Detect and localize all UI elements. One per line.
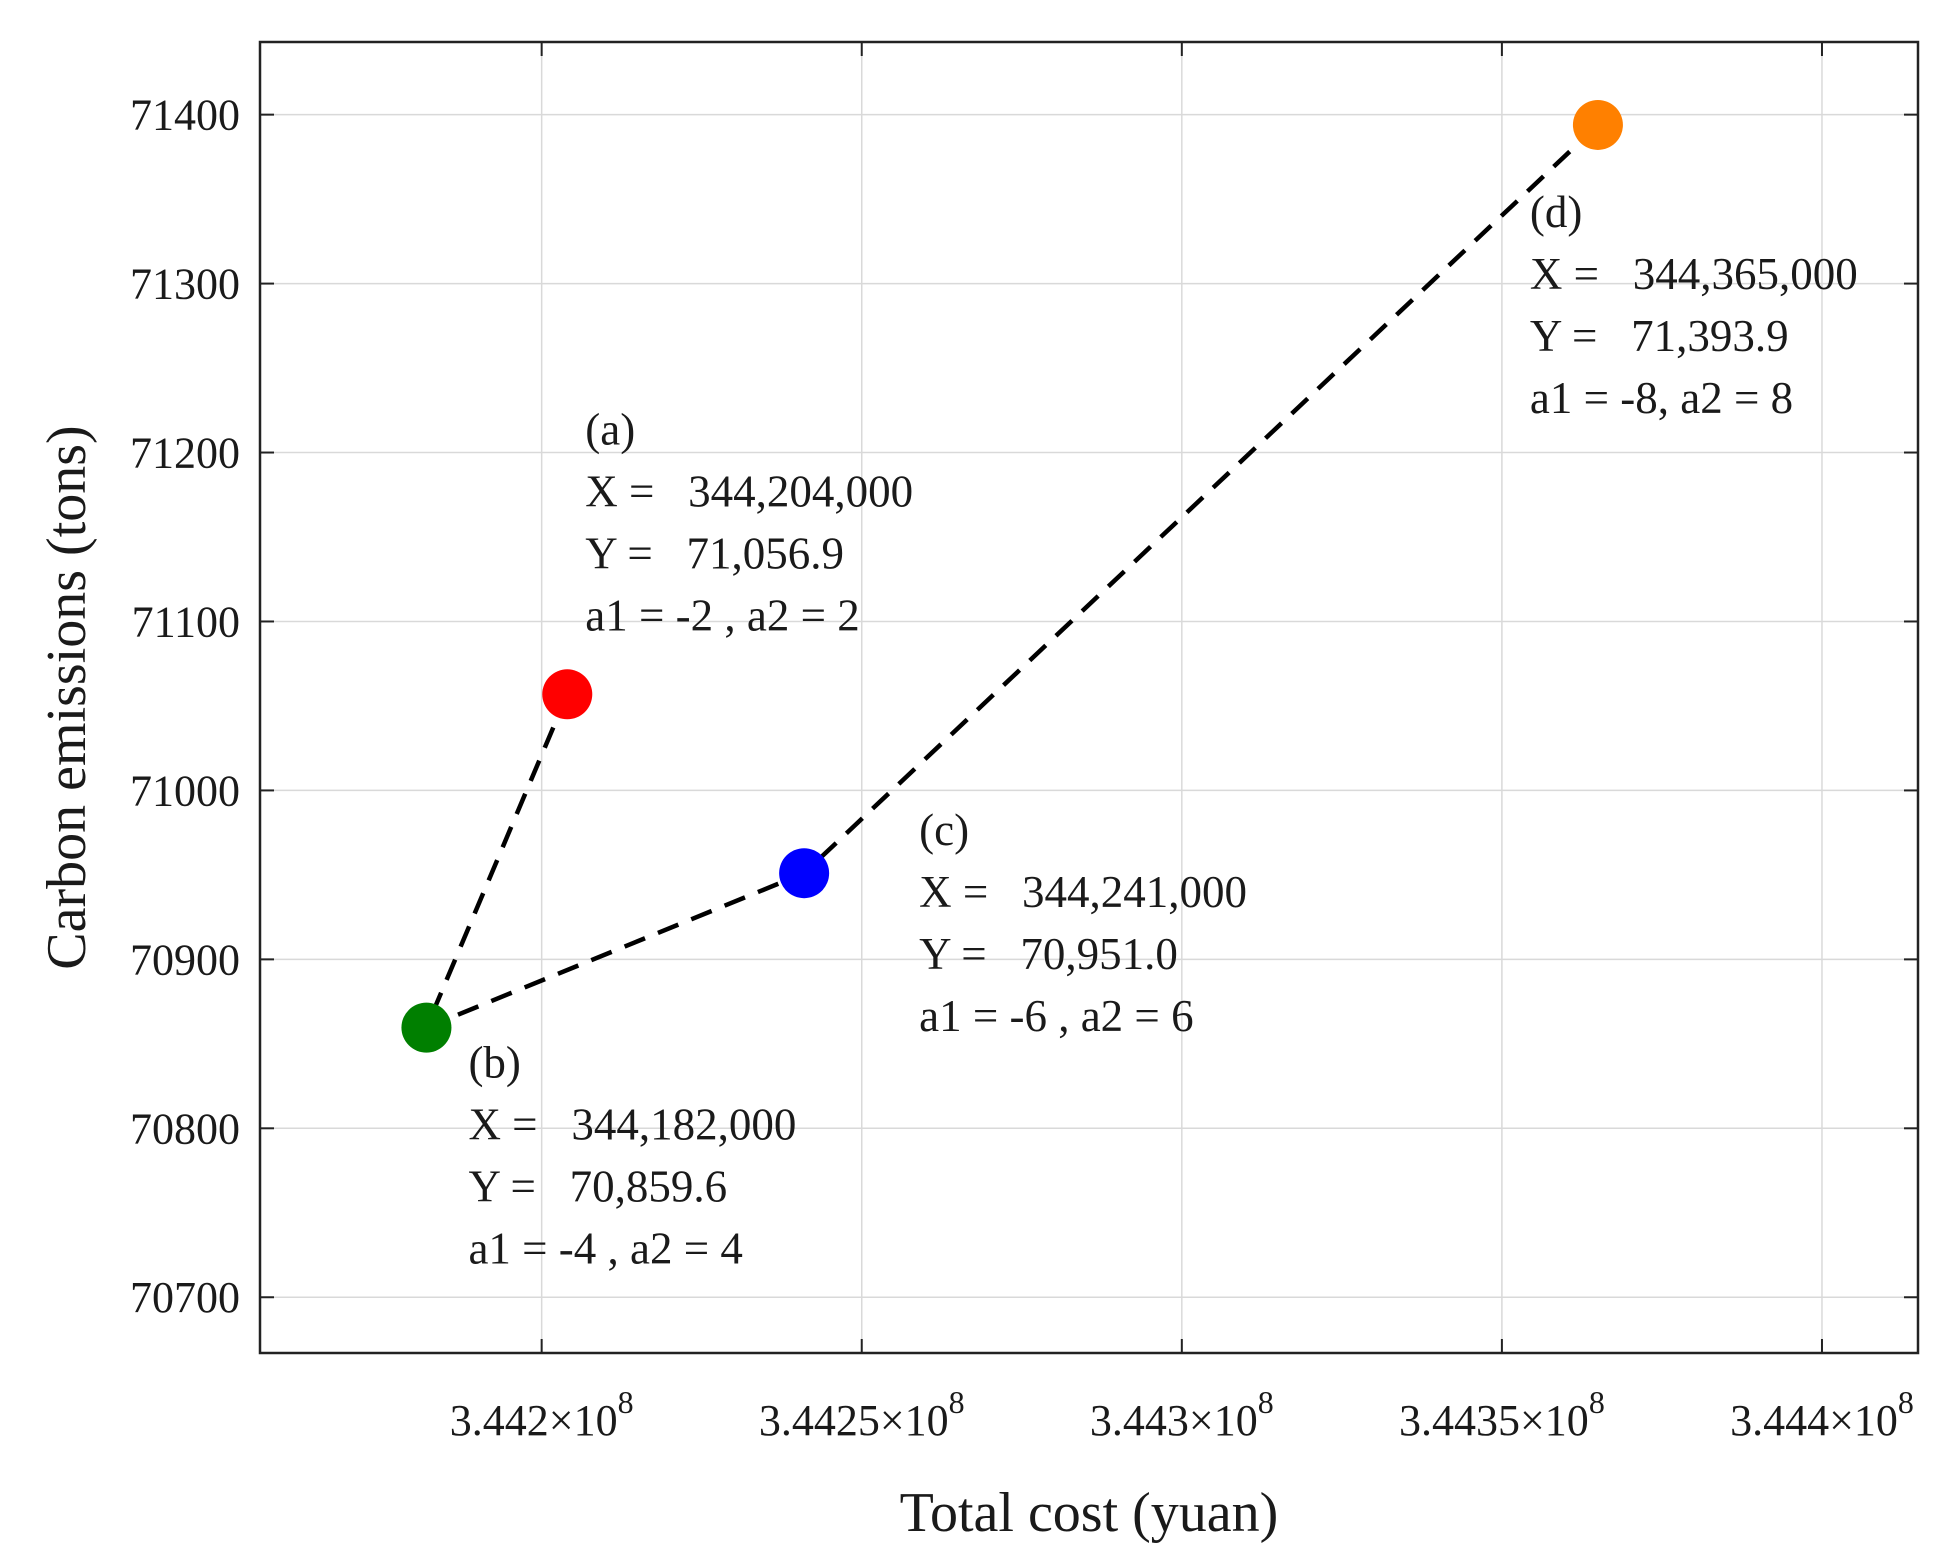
annotation-line: X = 344,204,000	[585, 466, 913, 516]
connection-lines	[422, 123, 1600, 1032]
annotation-line: a1 = -6 , a2 = 6	[919, 991, 1193, 1041]
x-tick-exponent: 8	[1258, 1384, 1274, 1420]
marker-point-d	[1572, 99, 1623, 150]
annotation-line: Y = 71,056.9	[585, 528, 844, 578]
annotation-line: Y = 70,951.0	[919, 929, 1178, 979]
x-tick-exponent: 8	[1898, 1384, 1914, 1420]
annotation-line: X = 344,241,000	[919, 867, 1247, 917]
x-tick-label: 3.4435×108	[1399, 1384, 1605, 1445]
annotation-d: (d) X = 344,365,000 Y = 71,393.9 a1 = -8, a…	[1530, 187, 1858, 423]
dashed-path-line	[422, 123, 1600, 1032]
x-tick-exponent: 8	[949, 1384, 965, 1420]
annotation-label: (c)	[919, 805, 969, 855]
x-tick-mantissa: 3.442	[450, 1396, 549, 1445]
x-tick-mantissa: 3.4435	[1399, 1396, 1520, 1445]
y-tick-labels: 70700 70800 70900 71000 71100 71200 71300 71400	[130, 91, 240, 1323]
annotation-line: a1 = -2 , a2 = 2	[585, 590, 859, 640]
marker-point-c	[779, 848, 830, 899]
axis-ticks	[260, 42, 1918, 1353]
marker-point-a	[542, 669, 593, 720]
y-tick-label: 71300	[130, 260, 240, 309]
annotation-c: (c) X = 344,241,000 Y = 70,951.0 a1 = -6 , …	[919, 805, 1247, 1041]
x-tick-label: 3.443×108	[1090, 1384, 1274, 1445]
x-tick-times-sign: ×10	[880, 1396, 949, 1445]
x-tick-label: 3.442×108	[450, 1384, 634, 1445]
x-tick-times-sign: ×10	[549, 1396, 618, 1445]
y-tick-label: 70900	[130, 935, 240, 984]
annotation-b: (b) X = 344,182,000 Y = 70,859.6 a1 = -4 , …	[468, 1038, 796, 1274]
annotation-label: (d)	[1530, 187, 1582, 237]
annotation-line: a1 = -8, a2 = 8	[1530, 373, 1793, 423]
x-tick-label: 3.444×108	[1730, 1384, 1914, 1445]
annotation-a: (a) X = 344,204,000 Y = 71,056.9 a1 = -2 , …	[585, 404, 913, 640]
annotation-line: Y = 71,393.9	[1530, 311, 1789, 361]
x-tick-labels: 3.442×108 3.4425×108 3.443×108 3.4435×108 3.…	[450, 1384, 1914, 1445]
annotation-label: (b)	[468, 1038, 520, 1088]
x-tick-mantissa: 3.443	[1090, 1396, 1189, 1445]
x-tick-exponent: 8	[1589, 1384, 1605, 1420]
grid	[260, 42, 1918, 1353]
x-tick-exponent: 8	[618, 1384, 634, 1420]
annotation-label: (a)	[585, 404, 635, 454]
y-tick-label: 71000	[130, 766, 240, 815]
data-points	[401, 99, 1623, 1053]
x-tick-times-sign: ×10	[1520, 1396, 1589, 1445]
y-tick-label: 70700	[130, 1273, 240, 1322]
annotation-line: X = 344,365,000	[1530, 249, 1858, 299]
marker-point-b	[401, 1002, 452, 1053]
x-tick-label: 3.4425×108	[759, 1384, 965, 1445]
x-tick-times-sign: ×10	[1829, 1396, 1898, 1445]
plot-frame	[258, 40, 1920, 1355]
y-tick-label: 71200	[130, 429, 240, 478]
y-tick-label: 71400	[130, 91, 240, 140]
annotation-line: Y = 70,859.6	[468, 1162, 727, 1212]
y-axis-label: Carbon emissions (tons)	[36, 425, 98, 969]
x-tick-times-sign: ×10	[1189, 1396, 1258, 1445]
y-tick-label: 70800	[130, 1104, 240, 1153]
x-tick-mantissa: 3.444	[1730, 1396, 1829, 1445]
point-annotations: (a) X = 344,204,000 Y = 71,056.9 a1 = -2 , …	[468, 187, 1857, 1274]
annotation-line: X = 344,182,000	[468, 1100, 796, 1150]
annotation-line: a1 = -4 , a2 = 4	[468, 1224, 742, 1274]
y-tick-label: 71100	[132, 597, 240, 646]
x-tick-mantissa: 3.4425	[759, 1396, 880, 1445]
x-axis-label: Total cost (yuan)	[900, 1482, 1279, 1544]
